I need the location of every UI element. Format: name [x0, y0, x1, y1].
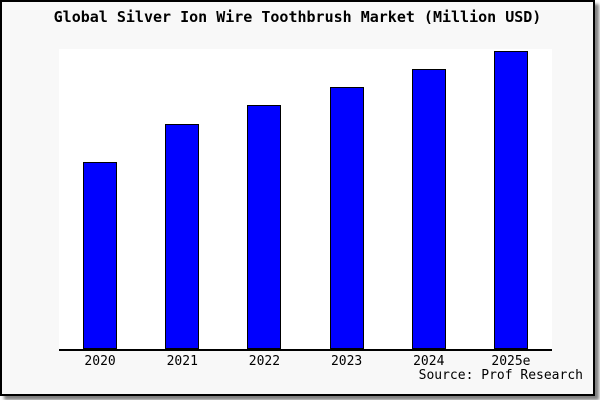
bar-slot-2022 — [223, 49, 305, 349]
x-tick-2020: 2020 — [84, 354, 116, 369]
bar-slot-2024 — [388, 49, 470, 349]
bar-2022 — [247, 105, 282, 349]
bar-2023 — [329, 86, 364, 349]
chart-title: Global Silver Ion Wire Toothbrush Market… — [53, 8, 542, 26]
bar-slot-2021 — [141, 49, 223, 349]
bar-slot-2020 — [59, 49, 141, 349]
bar-2025e — [493, 51, 528, 349]
x-tick-2021: 2021 — [166, 354, 198, 369]
x-tick-2022: 2022 — [248, 354, 281, 369]
x-axis-tick-labels: 2020 2021 2022 2023 2024 2025e — [59, 355, 552, 369]
bar-slot-2025e — [470, 49, 552, 349]
bar-2021 — [165, 124, 200, 349]
bar-slot-2023 — [306, 49, 388, 349]
x-tick-2025e: 2025e — [491, 354, 531, 369]
bar-2020 — [83, 161, 118, 349]
source-note: Source: Prof Research — [418, 368, 583, 383]
bar-2024 — [411, 68, 446, 349]
x-tick-2024: 2024 — [413, 354, 445, 369]
x-tick-2023: 2023 — [330, 354, 363, 369]
bars-row — [59, 49, 552, 349]
plot-area — [59, 49, 552, 351]
